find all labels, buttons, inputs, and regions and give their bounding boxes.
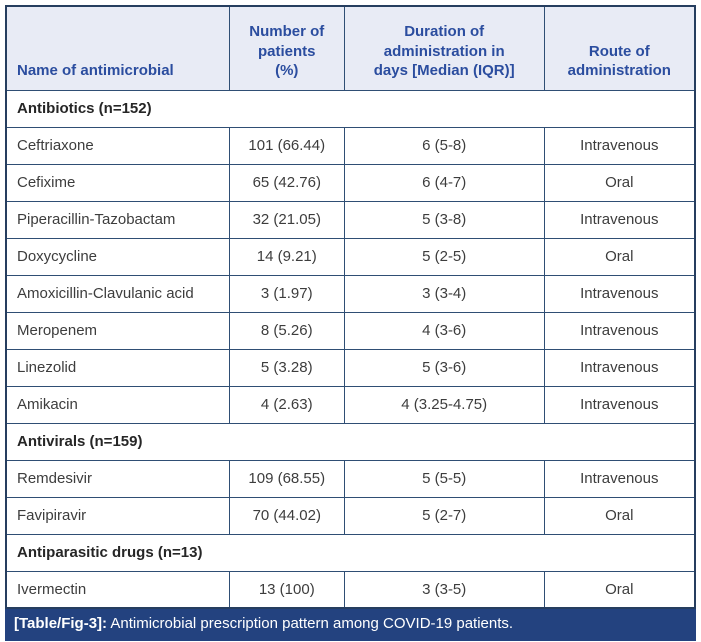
cell-duration: 5 (5-5) xyxy=(343,459,545,498)
table-row: Amoxicillin-Clavulanic acid 3 (1.97) 3 (… xyxy=(5,274,696,313)
table-row: Meropenem 8 (5.26) 4 (3-6) Intravenous xyxy=(5,311,696,350)
cell-duration: 3 (3-4) xyxy=(343,274,545,313)
cell-antimicrobial-name: Meropenem xyxy=(5,311,230,350)
antimicrobial-table: Name of antimicrobial Number of patients… xyxy=(5,5,696,609)
header-row: Name of antimicrobial Number of patients… xyxy=(5,5,696,91)
table-row: Piperacillin-Tazobactam 32 (21.05) 5 (3-… xyxy=(5,200,696,239)
table-header: Name of antimicrobial Number of patients… xyxy=(5,5,696,91)
cell-patients: 5 (3.28) xyxy=(228,348,345,387)
table-row: Doxycycline 14 (9.21) 5 (2-5) Oral xyxy=(5,237,696,276)
section-label: Antivirals (n=159) xyxy=(5,422,696,461)
table-row: Linezolid 5 (3.28) 5 (3-6) Intravenous xyxy=(5,348,696,387)
cell-route: Oral xyxy=(543,570,696,609)
cell-duration: 6 (4-7) xyxy=(343,163,545,202)
cell-route: Intravenous xyxy=(543,459,696,498)
cell-antimicrobial-name: Amoxicillin-Clavulanic acid xyxy=(5,274,230,313)
cell-route: Intravenous xyxy=(543,274,696,313)
caption-tag: [Table/Fig-3]: xyxy=(14,615,108,632)
cell-duration: 5 (3-8) xyxy=(343,200,545,239)
cell-route: Oral xyxy=(543,163,696,202)
table-row: Ceftriaxone 101 (66.44) 6 (5-8) Intraven… xyxy=(5,126,696,165)
cell-patients: 70 (44.02) xyxy=(228,496,345,535)
cell-duration: 6 (5-8) xyxy=(343,126,545,165)
cell-antimicrobial-name: Remdesivir xyxy=(5,459,230,498)
table-row: Favipiravir 70 (44.02) 5 (2-7) Oral xyxy=(5,496,696,535)
cell-patients: 4 (2.63) xyxy=(228,385,345,424)
cell-route: Intravenous xyxy=(543,311,696,350)
cell-patients: 32 (21.05) xyxy=(228,200,345,239)
cell-antimicrobial-name: Linezolid xyxy=(5,348,230,387)
cell-patients: 101 (66.44) xyxy=(228,126,345,165)
cell-route: Intravenous xyxy=(543,348,696,387)
cell-patients: 109 (68.55) xyxy=(228,459,345,498)
cell-duration: 5 (2-5) xyxy=(343,237,545,276)
cell-duration: 4 (3.25-4.75) xyxy=(343,385,545,424)
section-row: Antibiotics (n=152) xyxy=(5,89,696,128)
cell-duration: 5 (2-7) xyxy=(343,496,545,535)
section-label: Antibiotics (n=152) xyxy=(5,89,696,128)
figure-caption: [Table/Fig-3]: Antimicrobial prescriptio… xyxy=(5,609,696,641)
cell-antimicrobial-name: Piperacillin-Tazobactam xyxy=(5,200,230,239)
caption-text: Antimicrobial prescription pattern among… xyxy=(107,615,514,632)
cell-patients: 65 (42.76) xyxy=(228,163,345,202)
cell-duration: 3 (3-5) xyxy=(343,570,545,609)
cell-route: Oral xyxy=(543,237,696,276)
cell-antimicrobial-name: Doxycycline xyxy=(5,237,230,276)
cell-route: Intravenous xyxy=(543,126,696,165)
cell-patients: 3 (1.97) xyxy=(228,274,345,313)
cell-antimicrobial-name: Amikacin xyxy=(5,385,230,424)
cell-duration: 4 (3-6) xyxy=(343,311,545,350)
column-header-name: Name of antimicrobial xyxy=(5,5,230,91)
column-header-route: Route of administration xyxy=(543,5,696,91)
cell-antimicrobial-name: Ceftriaxone xyxy=(5,126,230,165)
table-row: Ivermectin 13 (100) 3 (3-5) Oral xyxy=(5,570,696,609)
cell-antimicrobial-name: Favipiravir xyxy=(5,496,230,535)
table-figure: Name of antimicrobial Number of patients… xyxy=(5,5,696,641)
cell-antimicrobial-name: Ivermectin xyxy=(5,570,230,609)
cell-antimicrobial-name: Cefixime xyxy=(5,163,230,202)
cell-duration: 5 (3-6) xyxy=(343,348,545,387)
table-row: Remdesivir 109 (68.55) 5 (5-5) Intraveno… xyxy=(5,459,696,498)
cell-route: Intravenous xyxy=(543,200,696,239)
column-header-duration: Duration of administration in days [Medi… xyxy=(343,5,545,91)
column-header-patients: Number of patients (%) xyxy=(228,5,345,91)
section-row: Antivirals (n=159) xyxy=(5,422,696,461)
cell-patients: 8 (5.26) xyxy=(228,311,345,350)
cell-route: Intravenous xyxy=(543,385,696,424)
cell-patients: 13 (100) xyxy=(228,570,345,609)
table-body: Antibiotics (n=152) Ceftriaxone 101 (66.… xyxy=(5,89,696,609)
section-row: Antiparasitic drugs (n=13) xyxy=(5,533,696,572)
cell-patients: 14 (9.21) xyxy=(228,237,345,276)
table-row: Amikacin 4 (2.63) 4 (3.25-4.75) Intraven… xyxy=(5,385,696,424)
cell-route: Oral xyxy=(543,496,696,535)
table-row: Cefixime 65 (42.76) 6 (4-7) Oral xyxy=(5,163,696,202)
section-label: Antiparasitic drugs (n=13) xyxy=(5,533,696,572)
